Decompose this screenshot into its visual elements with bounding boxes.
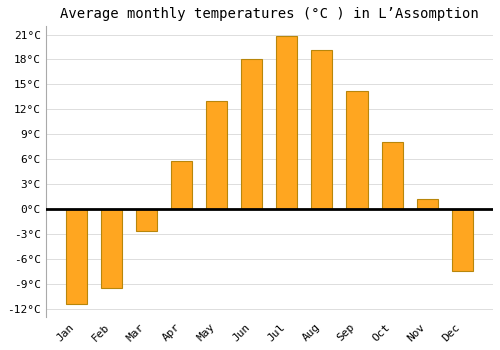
Bar xyxy=(276,36,297,209)
Bar xyxy=(206,101,227,209)
Bar xyxy=(312,49,332,209)
Title: Average monthly temperatures (°C ) in L’Assomption: Average monthly temperatures (°C ) in L’… xyxy=(60,7,478,21)
Bar xyxy=(241,60,262,209)
Bar xyxy=(416,199,438,209)
Bar xyxy=(346,91,368,209)
Bar xyxy=(171,161,192,209)
Bar xyxy=(382,142,402,209)
Bar xyxy=(452,209,472,271)
Bar xyxy=(66,209,87,304)
Bar xyxy=(101,209,122,288)
Bar xyxy=(136,209,157,231)
